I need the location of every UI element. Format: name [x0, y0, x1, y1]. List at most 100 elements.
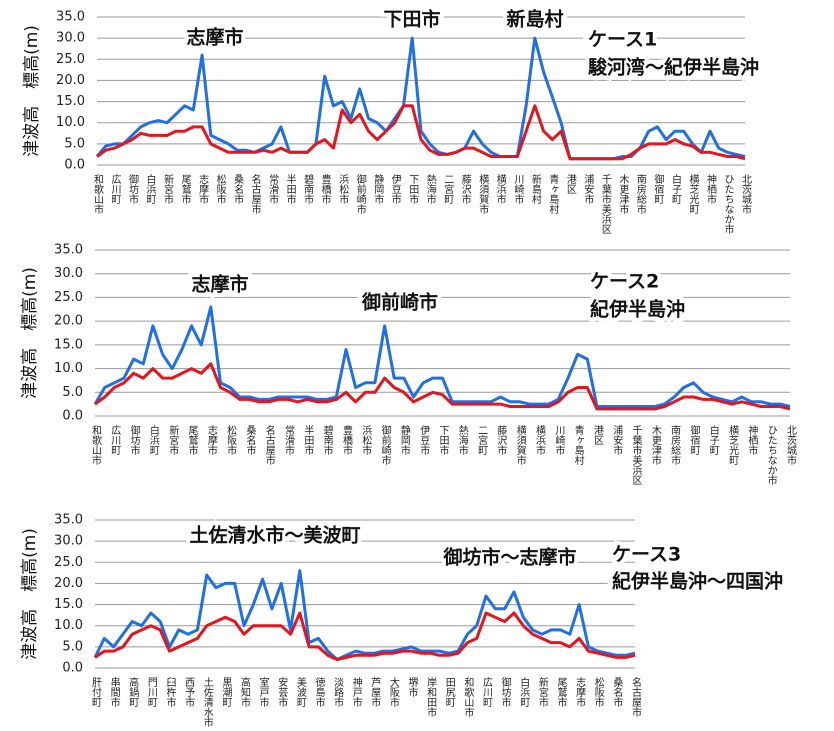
x-tick-label: 美波町	[294, 676, 306, 707]
x-tick-label: 淡路市	[332, 677, 344, 708]
x-tick-label: 桑名市	[611, 677, 623, 708]
x-tick-label: 新宮市	[162, 173, 174, 205]
y-tick-label: 5.0	[64, 136, 85, 151]
x-tick-label: 横浜市	[534, 424, 546, 456]
x-tick-label: 半田市	[284, 173, 296, 205]
x-tick-label: 熱海市	[456, 424, 468, 456]
y-tick-label: 30.0	[54, 534, 83, 549]
x-tick-label: 名古屋市	[263, 424, 275, 466]
x-tick-label: 肝付町	[90, 677, 102, 707]
x-tick-label: 志摩市	[574, 676, 586, 708]
x-tick-label: 神栖市	[704, 173, 716, 205]
x-tick-label: 青ヶ島村	[547, 173, 559, 214]
y-tick-label: 0.0	[64, 158, 85, 173]
x-tick-label: 静岡市	[398, 424, 410, 456]
annotation: 志摩市	[186, 26, 243, 49]
x-tick-label: 広川町	[109, 424, 121, 455]
x-tick-label: 浦安市	[611, 424, 623, 456]
x-tick-label: 千葉市美浜区	[630, 425, 642, 485]
x-tick-label: 御前崎市	[379, 424, 391, 466]
x-tick-label: 新宮市	[167, 424, 179, 456]
x-tick-label: 新島村	[529, 173, 541, 204]
x-tick-label: 御宿町	[688, 424, 700, 455]
x-tick-label: 御宿町	[652, 173, 664, 204]
y-tick-label: 20.0	[56, 73, 85, 88]
x-tick-label: 常滑市	[283, 424, 295, 456]
x-tick-label: 横須賀市	[514, 424, 526, 466]
series-line	[93, 569, 636, 661]
y-tick-label: 0.0	[62, 661, 83, 676]
x-tick-label: 土佐清水市	[201, 676, 213, 728]
y-tick-label: 35.0	[54, 243, 83, 258]
series-line	[96, 104, 746, 161]
annotation: 土佐清水市～美波町	[189, 524, 360, 547]
y-tick-label: 10.0	[54, 618, 83, 633]
series-line	[93, 305, 791, 408]
x-tick-label: 港区	[591, 425, 603, 445]
x-tick-label: 黒潮町	[220, 677, 232, 707]
x-tick-label: 芦屋市	[369, 677, 381, 708]
x-tick-label: 青ヶ島村	[572, 424, 584, 465]
x-tick-label: 横芝光町	[727, 424, 739, 465]
x-tick-label: 尾鷲市	[555, 677, 567, 708]
y-tick-label: 30.0	[54, 266, 83, 281]
x-tick-label: 豊橋市	[319, 173, 331, 205]
x-tick-label: 横芝光町	[687, 173, 699, 214]
x-tick-label: 松阪市	[214, 173, 226, 205]
x-tick-label: 名古屋市	[249, 173, 261, 215]
x-tick-label: 松阪市	[225, 424, 237, 456]
x-tick-label: 臼杵市	[164, 677, 176, 708]
x-tick-label: 南房総市	[669, 424, 681, 466]
annotation: 駿河湾～紀伊半島沖	[588, 56, 759, 79]
x-tick-label: ひたちなか市	[722, 174, 734, 235]
x-tick-label: 御坊市	[127, 173, 139, 205]
x-tick-label: 伊豆市	[389, 174, 401, 205]
series-line	[94, 362, 791, 411]
x-tick-label: 豊橋市	[340, 424, 352, 456]
x-tick-label: 下田市	[437, 425, 449, 456]
x-tick-label: 桑名市	[244, 425, 256, 456]
x-tick-label: 藤沢市	[495, 425, 507, 456]
annotation: ケース2	[590, 271, 659, 293]
x-tick-label: 白浜町	[518, 676, 530, 707]
y-tick-label: 25.0	[56, 52, 85, 67]
x-tick-label: 南房総市	[634, 173, 646, 215]
annotation: 御前崎市	[361, 291, 438, 314]
x-tick-label: 川崎市	[553, 425, 565, 456]
x-tick-label: 伊豆市	[418, 425, 430, 456]
x-tick-label: 徳島市	[313, 676, 325, 708]
x-tick-label: 志摩市	[205, 424, 217, 456]
x-tick-label: 尾鷲市	[186, 425, 198, 456]
x-tick-label: 名古屋市	[630, 676, 642, 718]
x-tick-label: 藤沢市	[459, 174, 471, 205]
annotation: 志摩市	[191, 273, 248, 296]
x-tick-label: 岸和田市	[425, 677, 437, 718]
annotation: 紀伊半島沖	[590, 298, 685, 321]
x-tick-label: 大阪市	[387, 676, 399, 708]
x-tick-label: 門川町	[145, 677, 157, 707]
y-tick-label: 10.0	[54, 361, 83, 376]
x-tick-label: 千葉市美浜区	[599, 174, 611, 234]
x-tick-label: 浜松市	[337, 174, 349, 205]
annotation: 御坊市～志摩市	[442, 546, 576, 569]
x-tick-label: 松阪市	[592, 676, 604, 708]
x-tick-label: 志摩市	[197, 173, 209, 205]
x-tick-label: 北茨城市	[785, 425, 797, 466]
y-tick-label: 25.0	[54, 290, 83, 305]
x-tick-label: 二宮町	[442, 174, 454, 204]
x-tick-label: 高知市	[238, 676, 250, 708]
x-tick-label: 浜松市	[360, 425, 372, 456]
x-tick-label: 和歌山市	[92, 174, 104, 215]
y-tick-label: 35.0	[54, 513, 83, 528]
y-tick-label: 10.0	[56, 115, 85, 130]
y-axis-label: 津波高 標高(m)	[22, 25, 42, 157]
x-tick-label: 白子町	[707, 424, 719, 455]
x-tick-label: 白浜町	[147, 424, 159, 455]
y-tick-label: 0.0	[62, 409, 83, 424]
x-tick-label: 御前崎市	[354, 173, 366, 215]
y-axis-label: 津波高 標高(m)	[20, 528, 40, 660]
x-tick-label: 二宮町	[476, 425, 488, 455]
annotation: 下田市	[383, 8, 440, 31]
x-tick-label: 西予市	[183, 677, 195, 708]
y-tick-label: 30.0	[56, 31, 85, 46]
